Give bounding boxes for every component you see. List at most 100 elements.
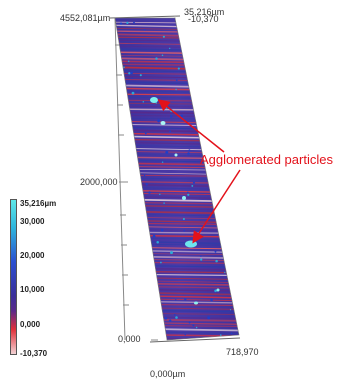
surface-speckle — [175, 316, 178, 319]
surface-speckle — [188, 149, 191, 152]
surface-stripe — [115, 177, 239, 181]
scale-label-30: 30,000 — [20, 217, 45, 226]
surface-speckle — [184, 298, 187, 301]
axis-left-edge — [114, 17, 126, 341]
surface-stripe — [115, 129, 239, 134]
surface-speckle — [169, 130, 172, 133]
surface-speckle — [152, 234, 156, 238]
surface-speckle — [229, 309, 232, 311]
annotation-arrow-lower — [192, 169, 241, 244]
surface-speckle — [169, 319, 172, 322]
surface-speckle — [169, 115, 173, 118]
annotation-arrow-upper — [157, 99, 225, 153]
surface-speckle — [169, 47, 171, 50]
surface-speckle — [187, 152, 190, 155]
surface-stripe — [115, 111, 239, 116]
surface-speckle — [195, 326, 198, 329]
surface-stripe — [115, 231, 239, 235]
surface-speckle — [160, 261, 162, 264]
surface-speckle — [207, 316, 211, 320]
particle-blob-7 — [216, 288, 220, 292]
scale-label-10: 10,000 — [20, 285, 45, 294]
particle-blob-3 — [182, 196, 186, 200]
surface-speckle — [143, 174, 146, 177]
scale-label-min: -10,370 — [20, 349, 48, 358]
axis-label-top-right-b: -10,370 — [188, 14, 219, 24]
surface-speckle — [187, 191, 189, 193]
surface-speckle — [157, 119, 161, 123]
surface-speckle — [131, 91, 135, 95]
surface-speckle — [174, 299, 177, 301]
axis-label-top-right-a: 35,216µm — [184, 7, 225, 17]
scale-label-max: 35,216µm — [20, 199, 57, 208]
particle-blob-2 — [160, 121, 166, 125]
surface-speckle — [214, 289, 217, 293]
surface-speckle — [126, 21, 129, 25]
surface-speckle — [175, 88, 177, 91]
surface-speckle — [131, 77, 133, 80]
surface-speckle — [161, 54, 164, 57]
particle-blob-6 — [194, 301, 198, 305]
scale-label-20: 20,000 — [20, 251, 45, 260]
axis-label-bottom-right: 718,970 — [226, 347, 259, 357]
surface-stripe — [115, 93, 239, 97]
surface-speckle — [164, 316, 168, 320]
surface-speckle — [193, 181, 195, 184]
surface-speckle — [183, 229, 185, 232]
axis-bottom-edge — [149, 337, 241, 343]
annotation-label: Agglomerated particles — [200, 152, 333, 167]
surface-speckle — [170, 251, 173, 255]
surface-speckle — [180, 114, 184, 118]
surface-speckle — [184, 334, 186, 336]
surface-speckle — [161, 161, 164, 163]
surface-speckle — [177, 67, 180, 70]
surface-speckle — [127, 60, 130, 63]
surface-speckle — [143, 28, 146, 31]
surface-speckle — [174, 314, 176, 316]
surface-speckle — [191, 184, 194, 187]
surface-speckle — [230, 332, 233, 335]
surface-speckle — [187, 193, 190, 196]
surface-speckle — [214, 250, 217, 253]
surface-speckles — [119, 21, 233, 336]
surface-speckle — [119, 22, 123, 25]
surface-speckle — [188, 321, 191, 324]
surface-speckle — [165, 150, 169, 154]
surface-speckle — [200, 255, 202, 257]
axis-label-mid-left: 2000,000 — [80, 177, 118, 187]
surface-speckle — [123, 66, 125, 69]
axis-top-edge — [109, 15, 181, 19]
surface-speckle — [159, 193, 161, 196]
surface-speckle — [200, 258, 203, 261]
surface-speckle — [133, 21, 135, 24]
surface-stripe — [115, 90, 239, 94]
surface-speckle — [182, 217, 185, 221]
surface-speckle — [192, 324, 195, 327]
axis-label-top-left: 4552,081µm — [60, 13, 111, 23]
surface-speckle — [130, 71, 133, 75]
surface-speckle — [155, 57, 158, 60]
left-axis-ticks — [115, 44, 158, 341]
surface-speckle — [163, 202, 165, 204]
surface-speckle — [224, 271, 226, 274]
surface-speckle — [160, 228, 164, 232]
surface-speckle — [165, 107, 168, 109]
axis-label-bottom-left: 0,000 — [118, 334, 141, 344]
strip-outline — [114, 17, 240, 341]
surface-speckle — [220, 334, 222, 336]
surface-speckle — [148, 191, 151, 194]
surface-speckle — [142, 100, 145, 103]
particle-blob-1 — [150, 97, 158, 103]
surface-speckle — [144, 132, 147, 135]
surface-speckle — [210, 298, 213, 302]
surface-speckle — [156, 240, 159, 244]
scale-label-0: 0,000 — [20, 320, 41, 329]
surface-stripe — [115, 108, 239, 112]
surface-speckle — [215, 259, 218, 263]
particle-blob-4 — [185, 240, 197, 248]
particle-blob-5 — [174, 153, 178, 157]
surface-speckle — [128, 72, 131, 75]
surface-speckle — [145, 183, 148, 186]
color-scale-bar — [10, 199, 17, 355]
